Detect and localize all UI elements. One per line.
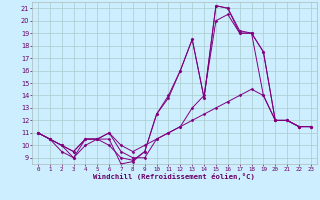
X-axis label: Windchill (Refroidissement éolien,°C): Windchill (Refroidissement éolien,°C) [93, 173, 255, 180]
